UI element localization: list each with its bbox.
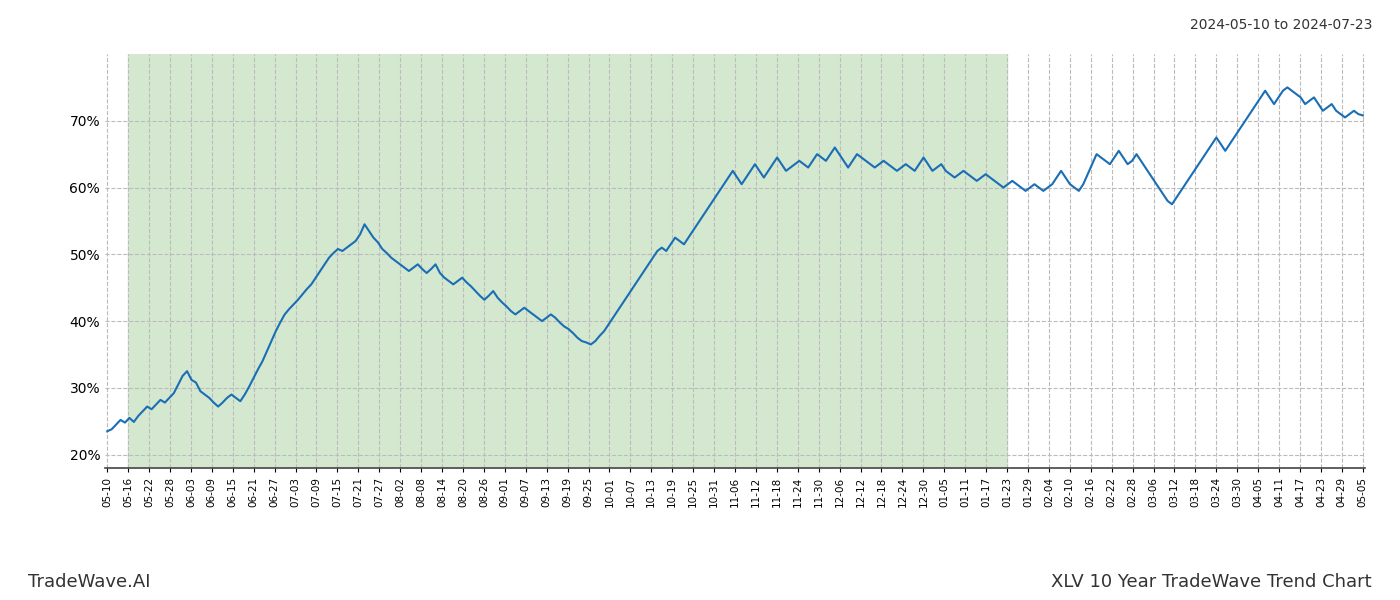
Text: 2024-05-10 to 2024-07-23: 2024-05-10 to 2024-07-23 [1190, 18, 1372, 32]
Bar [129, 54, 1007, 468]
Text: TradeWave.AI: TradeWave.AI [28, 573, 151, 591]
Text: XLV 10 Year TradeWave Trend Chart: XLV 10 Year TradeWave Trend Chart [1051, 573, 1372, 591]
